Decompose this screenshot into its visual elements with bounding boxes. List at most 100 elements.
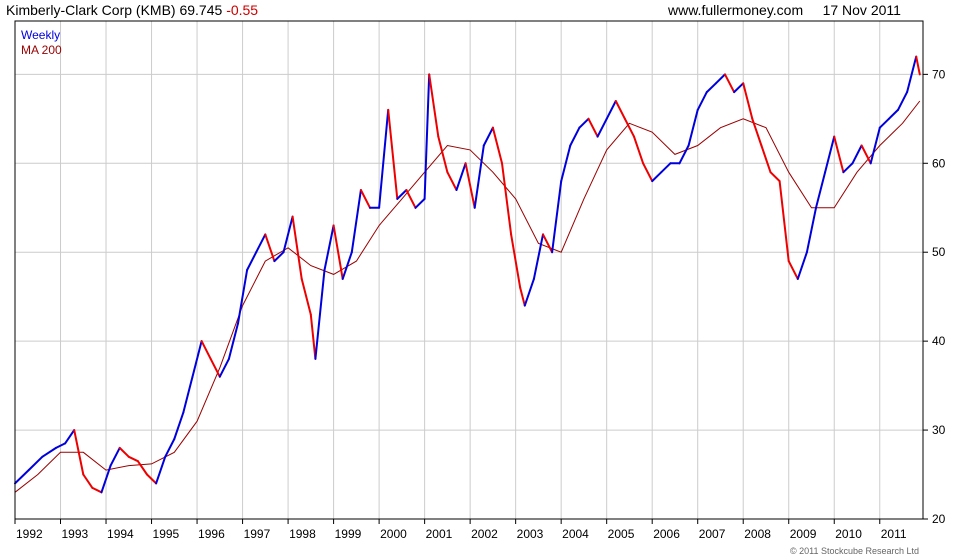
- y-tick-label: 30: [932, 423, 946, 437]
- price-segment: [455, 162, 467, 191]
- x-tick-label: 1994: [107, 527, 134, 541]
- y-tick-label: 70: [932, 67, 946, 81]
- x-tick-label: 2011: [881, 527, 907, 541]
- price-segment: [91, 486, 103, 494]
- price-segment: [446, 171, 458, 191]
- y-tick-label: 60: [932, 156, 946, 170]
- price-segment: [200, 340, 212, 360]
- price-segment: [27, 455, 44, 472]
- price-segment: [815, 171, 827, 209]
- price-segment: [359, 189, 371, 209]
- price-segment: [860, 144, 872, 165]
- x-tick-label: 1999: [335, 527, 362, 541]
- price-segment: [542, 233, 554, 254]
- x-tick-label: 1995: [153, 527, 180, 541]
- price-segment: [519, 286, 526, 307]
- price-segment: [209, 357, 221, 378]
- price-segment: [787, 260, 799, 280]
- price-segment: [482, 126, 494, 147]
- price-segment: [473, 144, 485, 209]
- price-segment: [73, 429, 85, 476]
- price-segment: [173, 411, 185, 440]
- legend-weekly: Weekly: [21, 28, 60, 42]
- price-segment: [414, 197, 426, 209]
- price-segment: [687, 108, 699, 147]
- price-segment: [350, 189, 362, 254]
- ma-200-line: [14, 100, 921, 493]
- x-tick-label: 1997: [244, 527, 271, 541]
- price-segment: [532, 233, 544, 280]
- price-segment: [127, 455, 139, 463]
- price-segment: [332, 224, 344, 280]
- price-segment: [405, 189, 417, 209]
- plot-frame: [14, 20, 924, 520]
- price-segment: [660, 162, 672, 174]
- price-segment: [623, 117, 635, 138]
- site-url[interactable]: www.fullermoney.com: [668, 2, 804, 18]
- price-segment: [824, 135, 836, 174]
- y-axis: 20 30 40 50 60 70: [923, 67, 946, 526]
- price-segment: [282, 215, 294, 254]
- price-segment: [805, 206, 817, 254]
- credit-text: © 2011 Stockcube Research Ltd: [790, 546, 919, 556]
- price-segment: [642, 162, 654, 183]
- x-tick-label: 2008: [744, 527, 771, 541]
- price-segment: [915, 55, 921, 76]
- x-tick-label: 2005: [608, 527, 635, 541]
- x-tick-label: 2007: [699, 527, 726, 541]
- price-segment: [705, 82, 717, 94]
- price-segment: [696, 91, 708, 111]
- price-segment: [218, 357, 230, 378]
- price-change: -0.55: [226, 2, 259, 18]
- price-series: [14, 55, 921, 494]
- y-tick-label: 50: [932, 245, 946, 259]
- x-tick-label: 1992: [16, 527, 43, 541]
- price-segment: [146, 473, 158, 485]
- price-segment: [14, 469, 30, 485]
- price-segment: [100, 464, 112, 494]
- price-segment: [396, 189, 408, 200]
- price-segment: [501, 162, 513, 236]
- price-segment: [341, 251, 353, 280]
- price-segment: [587, 117, 599, 138]
- price-segment: [227, 322, 239, 360]
- x-tick-label: 2003: [517, 527, 544, 541]
- price-segment: [887, 108, 899, 120]
- price-segment: [237, 269, 249, 325]
- price-segment: [560, 144, 572, 183]
- x-tick-label: 1996: [198, 527, 225, 541]
- price-segment: [246, 251, 258, 271]
- x-tick-label: 2000: [380, 527, 407, 541]
- price-segment: [491, 126, 503, 165]
- company-name: Kimberly-Clark Corp (KMB): [6, 2, 176, 18]
- price-segment: [191, 340, 203, 378]
- price-segment: [300, 277, 312, 316]
- price-segment: [760, 144, 772, 174]
- price-segment: [437, 135, 449, 174]
- price-segment: [869, 126, 881, 165]
- price-segment: [264, 233, 276, 263]
- price-segment: [614, 100, 626, 120]
- price-segment: [41, 446, 57, 458]
- x-axis: 1992 1993 1994 1995 1996 1997 1998 1999 2000 2001…: [14, 519, 907, 541]
- price-segment: [118, 446, 130, 458]
- price-segment: [878, 117, 890, 129]
- price-segment: [569, 126, 581, 147]
- price-segment: [64, 429, 76, 445]
- price-segment: [323, 224, 335, 271]
- price-segment: [833, 135, 845, 174]
- price-segment: [751, 117, 763, 147]
- price-segment: [309, 313, 317, 360]
- x-tick-label: 2001: [426, 527, 453, 541]
- price-segment: [897, 91, 909, 111]
- y-tick-label: 20: [932, 512, 946, 526]
- price-segment: [55, 442, 67, 449]
- price-segment: [678, 144, 690, 165]
- price-segment: [842, 162, 854, 174]
- price-segment: [906, 55, 918, 94]
- price-segment: [724, 73, 736, 94]
- price-segment: [155, 455, 167, 485]
- price-segment: [182, 375, 194, 414]
- price-segment: [714, 73, 726, 85]
